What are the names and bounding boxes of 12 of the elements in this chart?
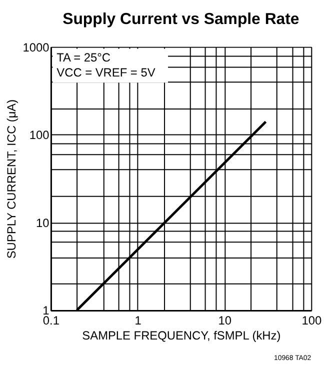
y-axis-title: SUPPLY CURRENT, ICC (μA): [4, 99, 19, 259]
annotation: VCC = VREF = 5V: [56, 66, 156, 80]
y-tick-label: 100: [29, 128, 50, 142]
x-axis-title: SAMPLE FREQUENCY, fSMPL (kHz): [82, 328, 281, 343]
annotation: TA = 25°C: [56, 50, 111, 65]
x-tick-label: 10: [218, 314, 232, 328]
x-tick-label: 100: [302, 314, 322, 328]
y-tick-label: 10: [36, 216, 50, 230]
chart-title: Supply Current vs Sample Rate: [62, 10, 300, 28]
y-tick-label: 1000: [22, 40, 50, 54]
x-tick-label: 0.1: [42, 314, 60, 328]
x-tick-label: 1: [134, 314, 142, 328]
